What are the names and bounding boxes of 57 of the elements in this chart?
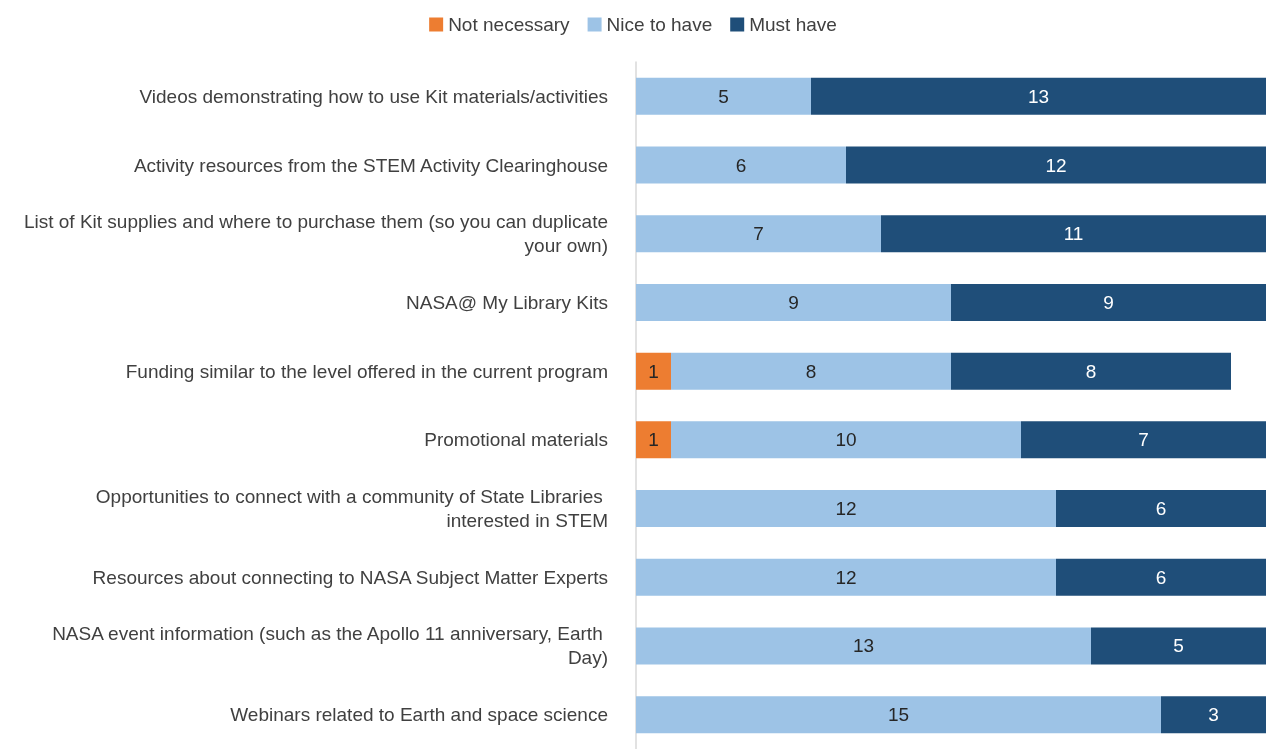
- y-tick-label: Webinars related to Earth and space science: [230, 704, 608, 726]
- y-tick-label: Opportunities to connect with a community of State Libraries interested in STEM: [95, 486, 608, 532]
- y-tick-label: Videos demonstrating how to use Kit materials/activities: [139, 85, 608, 107]
- data-label: 11: [1063, 223, 1084, 245]
- y-tick-label: NASA event information (such as the Apollo 11 anniversary, Earth Day): [52, 623, 608, 669]
- data-label: 8: [805, 360, 817, 382]
- legend-label: Not necessary: [448, 14, 571, 35]
- bar: [636, 283, 951, 321]
- data-label: 13: [852, 635, 875, 657]
- bar: [636, 352, 671, 390]
- bar: [1056, 490, 1266, 528]
- bar: [636, 146, 846, 184]
- bar: [671, 352, 951, 390]
- data-label: 12: [1045, 154, 1067, 176]
- bar: [1161, 696, 1266, 734]
- bar: [636, 490, 1056, 528]
- data-label: 6: [1155, 566, 1167, 588]
- bar: [636, 627, 1091, 665]
- data-label: 15: [887, 704, 910, 726]
- bar: [1021, 421, 1266, 459]
- bar: [1091, 627, 1266, 665]
- bar: [636, 558, 1056, 596]
- data-label: 6: [1155, 498, 1167, 520]
- bar: [636, 421, 671, 459]
- data-label: 7: [1138, 429, 1149, 451]
- data-label: 12: [835, 498, 857, 520]
- data-label: 13: [1027, 85, 1050, 107]
- bar: [636, 77, 811, 115]
- y-tick-label: NASA@ My Library Kits: [406, 291, 608, 313]
- data-label: 9: [788, 291, 799, 313]
- legend-label: Nice to have: [606, 14, 713, 35]
- bar: [636, 696, 1161, 734]
- bar: [636, 215, 881, 253]
- data-label: 6: [735, 154, 747, 176]
- data-label: 7: [753, 223, 764, 245]
- data-label: 9: [1103, 291, 1114, 313]
- y-tick-label: Activity resources from the STEM Activity Clearinghouse: [133, 154, 608, 176]
- y-tick-label: Promotional materials: [424, 429, 608, 451]
- y-tick-label: Resources about connecting to NASA Subject Matter Experts: [92, 566, 608, 588]
- data-label: 12: [835, 566, 857, 588]
- bar: [1056, 558, 1266, 596]
- bar: [811, 77, 1266, 115]
- y-tick-label: Funding similar to the level offered in the current program: [125, 360, 608, 382]
- bar: [671, 421, 1021, 459]
- data-label: 1: [648, 360, 659, 382]
- bar: [881, 215, 1266, 253]
- data-label: 10: [835, 429, 857, 451]
- data-label: 3: [1208, 704, 1219, 726]
- bar: [951, 283, 1266, 321]
- data-label: 5: [718, 85, 729, 107]
- data-label: 8: [1085, 360, 1097, 382]
- bar: [951, 352, 1231, 390]
- data-label: 1: [648, 429, 659, 451]
- y-tick-label: List of Kit supplies and where to purchase them (so you can duplicate your own): [23, 211, 608, 257]
- legend-label: Must have: [749, 14, 837, 35]
- bar: [846, 146, 1266, 184]
- data-label: 5: [1173, 635, 1184, 657]
